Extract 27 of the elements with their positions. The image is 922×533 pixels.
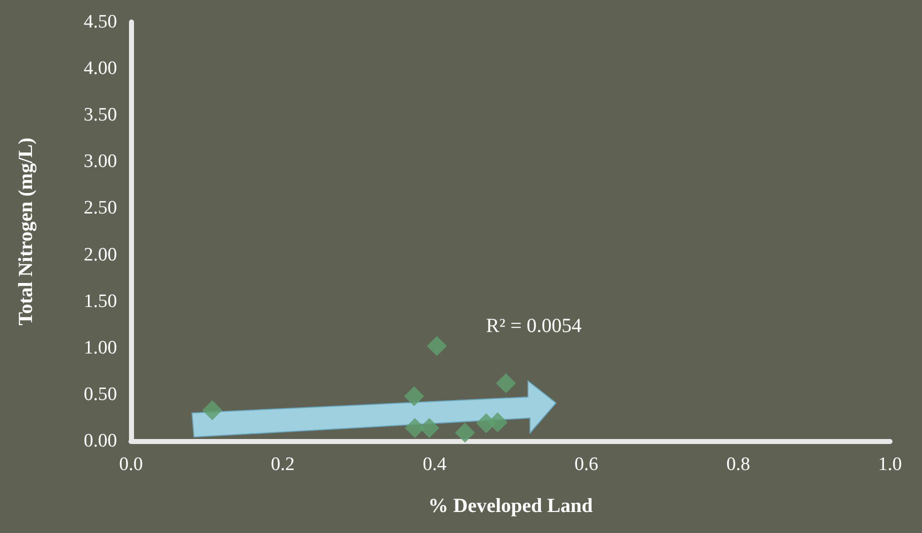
y-axis-title: Total Nitrogen (mg/L) (15, 138, 37, 326)
x-tick-label: 0.6 (574, 454, 598, 475)
x-tick-label: 0.8 (726, 454, 750, 475)
point (454, 422, 475, 443)
y-tick-label: 3.50 (84, 104, 117, 126)
point (404, 386, 424, 406)
x-tick-label: 0.2 (270, 454, 295, 475)
x-axis-title: % Developed Land (428, 495, 593, 517)
x-tick-label: 0.4 (422, 454, 447, 475)
point (419, 418, 440, 438)
y-tick-label: 2.00 (84, 244, 117, 266)
y-tick-label: 1.00 (84, 337, 117, 358)
point (488, 412, 508, 432)
y-tick-label: 0.00 (84, 430, 117, 452)
annotation: R² = 0.0054 (486, 315, 582, 337)
point (202, 400, 222, 420)
y-tick-label: 0.50 (84, 384, 117, 405)
y-tick-label: 1.50 (84, 290, 117, 312)
point (426, 336, 447, 356)
y-tick-label: 4.00 (84, 58, 117, 80)
y-tick-label: 3.00 (84, 151, 117, 172)
x-tick-label: 1.0 (878, 454, 902, 475)
y-tick-label: 2.50 (84, 198, 117, 219)
point (404, 418, 425, 438)
y-tick-label: 4.50 (84, 12, 117, 32)
point (496, 373, 516, 394)
x-tick-label: 0.0 (119, 454, 143, 475)
